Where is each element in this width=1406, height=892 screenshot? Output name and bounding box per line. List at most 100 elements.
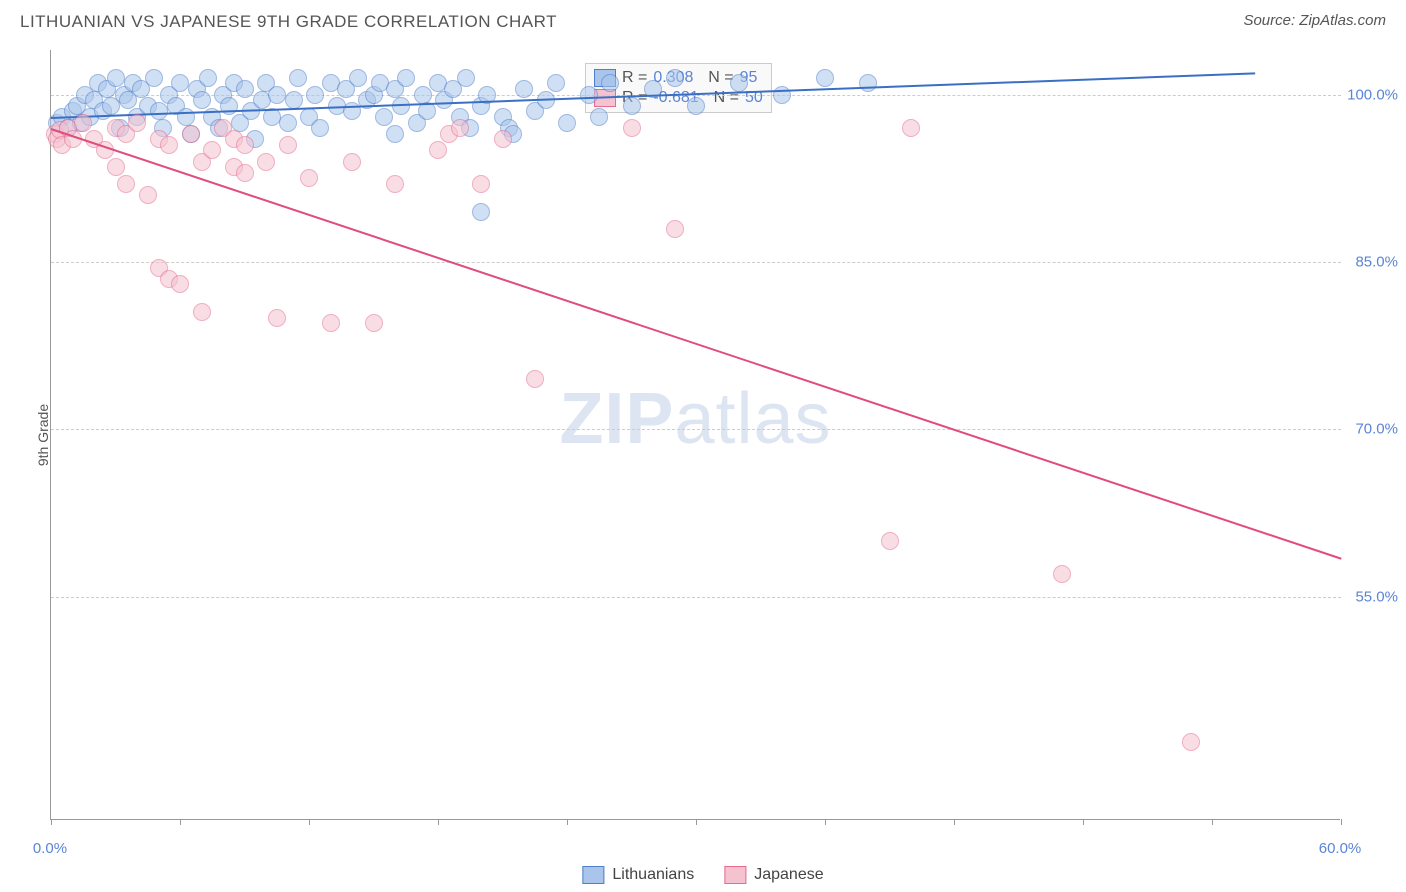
data-point [145, 69, 163, 87]
data-point [199, 69, 217, 87]
data-point [279, 114, 297, 132]
data-point [193, 91, 211, 109]
data-point [773, 86, 791, 104]
data-point [375, 108, 393, 126]
data-point [171, 275, 189, 293]
gridline [51, 597, 1341, 598]
plot-area: ZIPatlas R = 0.308 N = 95R = -0.681 N = … [50, 50, 1340, 820]
y-tick-label: 100.0% [1347, 86, 1398, 103]
data-point [580, 86, 598, 104]
data-point [268, 309, 286, 327]
x-tick [825, 819, 826, 825]
trend-line [51, 128, 1342, 560]
data-point [306, 86, 324, 104]
x-tick [180, 819, 181, 825]
chart-source: Source: ZipAtlas.com [1243, 12, 1386, 32]
legend-swatch [724, 866, 746, 884]
data-point [666, 220, 684, 238]
y-tick-label: 55.0% [1355, 588, 1398, 605]
data-point [386, 125, 404, 143]
data-point [150, 102, 168, 120]
y-tick-label: 70.0% [1355, 421, 1398, 438]
x-tick [438, 819, 439, 825]
chart-container: 9th Grade ZIPatlas R = 0.308 N = 95R = -… [50, 50, 1390, 820]
data-point [74, 114, 92, 132]
data-point [177, 108, 195, 126]
data-point [1053, 565, 1071, 583]
data-point [687, 97, 705, 115]
x-tick-label: 60.0% [1319, 840, 1362, 857]
data-point [107, 158, 125, 176]
data-point [193, 303, 211, 321]
gridline [51, 429, 1341, 430]
data-point [182, 125, 200, 143]
gridline [51, 262, 1341, 263]
data-point [1182, 733, 1200, 751]
legend-item: Lithuanians [582, 866, 694, 884]
y-axis-label: 9th Grade [35, 404, 51, 466]
data-point [397, 69, 415, 87]
data-point [816, 69, 834, 87]
data-point [349, 69, 367, 87]
data-point [472, 175, 490, 193]
data-point [859, 74, 877, 92]
x-tick [51, 819, 52, 825]
data-point [236, 136, 254, 154]
data-point [343, 153, 361, 171]
legend-item: Japanese [724, 866, 823, 884]
data-point [666, 69, 684, 87]
data-point [171, 74, 189, 92]
legend-bottom: Lithuanians Japanese [582, 866, 823, 884]
chart-title: LITHUANIAN VS JAPANESE 9TH GRADE CORRELA… [20, 12, 557, 32]
data-point [128, 114, 146, 132]
data-point [526, 370, 544, 388]
legend-swatch [582, 866, 604, 884]
data-point [902, 119, 920, 137]
data-point [268, 86, 286, 104]
data-point [160, 136, 178, 154]
data-point [515, 80, 533, 98]
stat-label: N = [699, 69, 733, 87]
y-tick-label: 85.0% [1355, 254, 1398, 271]
watermark: ZIPatlas [559, 378, 831, 460]
data-point [117, 175, 135, 193]
data-point [494, 130, 512, 148]
data-point [322, 314, 340, 332]
x-tick [567, 819, 568, 825]
x-tick [954, 819, 955, 825]
data-point [311, 119, 329, 137]
legend-label: Japanese [754, 866, 823, 884]
data-point [107, 69, 125, 87]
data-point [139, 186, 157, 204]
data-point [547, 74, 565, 92]
data-point [451, 119, 469, 137]
legend-label: Lithuanians [612, 866, 694, 884]
data-point [558, 114, 576, 132]
stat-label: R = [622, 69, 647, 87]
data-point [289, 69, 307, 87]
x-tick [696, 819, 697, 825]
data-point [472, 203, 490, 221]
data-point [457, 69, 475, 87]
data-point [414, 86, 432, 104]
data-point [590, 108, 608, 126]
data-point [300, 169, 318, 187]
data-point [429, 141, 447, 159]
data-point [279, 136, 297, 154]
data-point [257, 153, 275, 171]
x-tick [1212, 819, 1213, 825]
data-point [285, 91, 303, 109]
x-tick [1083, 819, 1084, 825]
data-point [623, 97, 641, 115]
data-point [601, 74, 619, 92]
data-point [623, 119, 641, 137]
x-tick [1341, 819, 1342, 825]
data-point [881, 532, 899, 550]
data-point [386, 175, 404, 193]
data-point [365, 314, 383, 332]
data-point [236, 80, 254, 98]
x-tick [309, 819, 310, 825]
x-tick-label: 0.0% [33, 840, 67, 857]
data-point [236, 164, 254, 182]
data-point [203, 141, 221, 159]
